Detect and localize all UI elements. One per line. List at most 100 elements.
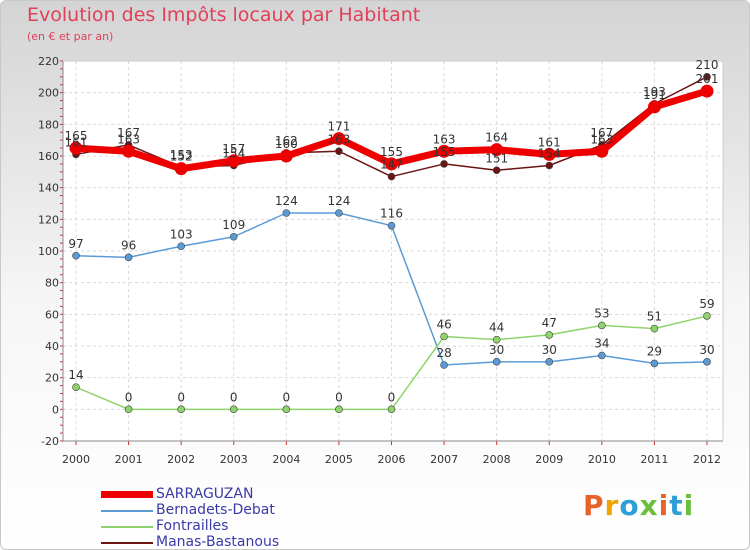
data-point-fontrailles [598,321,606,330]
x-tick-label: 2011 [640,453,668,466]
y-tick-label: 40 [45,340,59,353]
data-label-fontrailles: 0 [335,390,343,404]
data-point-bernadets-debat [703,358,711,366]
data-label-bernadets-debat: 30 [542,343,557,357]
data-label-bernadets-debat: 97 [68,237,83,251]
data-label-fontrailles: 0 [177,390,185,404]
data-label-bernadets-debat: 34 [594,337,609,351]
data-point-fontrailles [229,405,238,414]
x-tick-label: 2010 [588,453,616,466]
data-label-manas-bastanous: 167 [117,126,140,140]
data-point-bernadets-debat [387,221,396,230]
data-label-manas-bastanous: 163 [327,132,350,146]
y-tick-label: 180 [38,118,59,131]
data-label-sarraguzan: 163 [590,132,613,146]
data-point-manas-bastanous [492,166,501,175]
data-label-manas-bastanous: 154 [538,147,561,161]
legend-swatch-fontrailles [101,526,153,528]
data-label-bernadets-debat: 30 [699,343,714,357]
data-label-manas-bastanous: 155 [433,145,456,159]
data-point-bernadets-debat [598,351,606,360]
data-point-fontrailles [387,405,396,414]
data-label-fontrailles: 46 [436,318,451,332]
data-label-sarraguzan: 163 [433,132,456,146]
data-label-fontrailles: 14 [68,368,83,382]
data-point-manas-bastanous [703,73,711,81]
data-label-manas-bastanous: 210 [696,58,719,72]
y-tick-label: 140 [38,182,59,195]
data-label-manas-bastanous: 167 [590,126,613,140]
y-tick-label: 200 [38,87,59,100]
y-tick-label: 20 [45,372,59,385]
x-tick-label: 2012 [693,453,721,466]
legend-label-sarraguzan: SARRAGUZAN [156,486,254,502]
data-label-fontrailles: 0 [230,390,238,404]
data-point-bernadets-debat [545,358,554,366]
data-label-sarraguzan: 164 [485,131,508,145]
legend-swatch-bernadets-debat [101,510,153,512]
y-tick-label: 220 [38,55,59,68]
data-point-bernadets-debat [282,209,291,217]
data-point-fontrailles [440,332,448,341]
y-tick-label: -20 [41,435,59,448]
x-tick-label: 2002 [167,453,195,466]
data-point-sarraguzan [69,141,83,155]
chart-title: Evolution des Impôts locaux par Habitant [27,4,421,26]
legend-swatch-sarraguzan [101,491,153,498]
legend-swatch-manas-bastanous [101,542,153,544]
data-point-bernadets-debat [492,358,501,366]
data-point-fontrailles [282,405,291,414]
data-label-bernadets-debat: 29 [647,344,662,358]
y-tick-label: 60 [45,308,59,321]
legend-label-fontrailles: Fontrailles [156,518,229,534]
data-point-bernadets-debat [335,209,343,217]
x-tick-label: 2004 [272,453,300,466]
data-label-sarraguzan: 163 [117,132,140,146]
x-tick-label: 2007 [430,453,458,466]
y-tick-label: 100 [38,245,59,258]
data-label-bernadets-debat: 96 [121,238,136,252]
data-point-fontrailles [545,331,554,339]
data-label-fontrailles: 44 [489,321,504,335]
data-label-sarraguzan: 191 [643,88,666,102]
data-point-fontrailles [492,335,501,344]
data-point-bernadets-debat [650,359,659,368]
data-label-bernadets-debat: 30 [489,343,504,357]
y-tick-label: 120 [38,213,59,226]
data-point-bernadets-debat [229,232,238,241]
data-label-sarraguzan: 152 [170,150,193,164]
data-label-fontrailles: 51 [647,310,662,324]
data-point-fontrailles [72,383,80,391]
legend-label-bernadets-debat: Bernadets-Debat [156,502,275,518]
data-point-bernadets-debat [124,253,133,262]
data-point-sarraguzan [122,144,136,158]
data-point-fontrailles [177,405,185,414]
data-point-sarraguzan [595,144,609,158]
data-point-sarraguzan [332,132,346,146]
data-point-sarraguzan [437,144,451,158]
data-label-bernadets-debat: 124 [275,194,298,208]
data-point-sarraguzan [279,149,293,163]
data-point-bernadets-debat [440,361,448,369]
data-point-manas-bastanous [335,147,343,156]
data-label-bernadets-debat: 116 [380,207,403,221]
data-label-sarraguzan: 155 [380,145,403,159]
data-label-fontrailles: 0 [125,390,133,404]
data-point-sarraguzan [174,162,188,176]
data-point-bernadets-debat [72,251,80,260]
x-tick-label: 2005 [325,453,353,466]
x-tick-label: 2006 [378,453,406,466]
y-tick-label: 160 [38,150,59,163]
data-point-fontrailles [650,324,659,333]
data-label-fontrailles: 47 [542,316,557,330]
data-point-bernadets-debat [177,242,185,251]
data-point-sarraguzan [542,147,556,161]
data-label-bernadets-debat: 28 [436,346,451,360]
data-label-bernadets-debat: 109 [222,218,245,232]
x-tick-label: 2000 [62,453,90,466]
data-label-fontrailles: 59 [699,297,714,311]
data-label-manas-bastanous: 193 [643,85,666,99]
data-point-manas-bastanous [387,172,396,181]
